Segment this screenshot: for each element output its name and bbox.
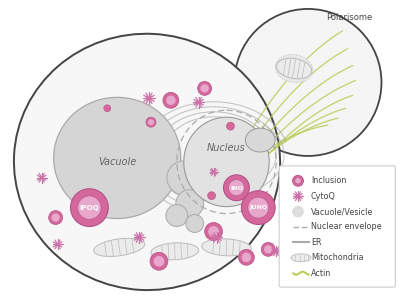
Ellipse shape — [291, 254, 311, 262]
Ellipse shape — [54, 97, 181, 219]
Circle shape — [186, 215, 204, 232]
Circle shape — [238, 249, 254, 265]
Text: Nuclear envelope: Nuclear envelope — [311, 222, 382, 231]
Circle shape — [163, 92, 179, 108]
Text: INQ: INQ — [230, 185, 243, 190]
Circle shape — [292, 206, 304, 217]
Circle shape — [205, 222, 222, 240]
Text: Mitochondria: Mitochondria — [311, 253, 364, 262]
Text: Actin: Actin — [311, 269, 331, 278]
Text: IPOQ: IPOQ — [80, 205, 99, 210]
Circle shape — [52, 213, 60, 222]
Circle shape — [198, 81, 212, 95]
Circle shape — [200, 84, 209, 93]
Text: CytoQ: CytoQ — [311, 192, 336, 201]
Circle shape — [166, 96, 176, 105]
Circle shape — [208, 192, 216, 200]
Text: Polarisome: Polarisome — [326, 13, 372, 22]
Circle shape — [148, 119, 154, 125]
Circle shape — [264, 245, 272, 254]
Circle shape — [78, 196, 101, 219]
Circle shape — [208, 226, 219, 237]
Ellipse shape — [234, 9, 382, 156]
Ellipse shape — [184, 117, 269, 207]
Ellipse shape — [202, 239, 251, 256]
Text: Nucleus: Nucleus — [207, 143, 246, 153]
Circle shape — [261, 242, 275, 256]
Ellipse shape — [276, 58, 312, 79]
Circle shape — [241, 191, 275, 225]
Ellipse shape — [151, 243, 199, 260]
Circle shape — [167, 161, 201, 195]
Text: Inclusion: Inclusion — [311, 176, 346, 185]
Text: Vacuole/Vesicle: Vacuole/Vesicle — [311, 207, 373, 216]
Ellipse shape — [275, 54, 313, 83]
Circle shape — [166, 205, 188, 226]
Circle shape — [146, 117, 156, 127]
Circle shape — [295, 178, 301, 184]
Circle shape — [248, 197, 269, 218]
FancyBboxPatch shape — [279, 166, 395, 287]
Ellipse shape — [245, 128, 275, 152]
Circle shape — [154, 256, 164, 267]
Text: ER: ER — [311, 238, 322, 247]
Circle shape — [228, 180, 244, 196]
Circle shape — [176, 190, 204, 218]
Circle shape — [242, 253, 251, 262]
Circle shape — [49, 210, 62, 225]
Ellipse shape — [14, 34, 280, 290]
Text: JUNQ: JUNQ — [249, 205, 267, 210]
Circle shape — [224, 175, 249, 201]
Circle shape — [104, 105, 111, 112]
Circle shape — [292, 175, 304, 186]
Circle shape — [226, 122, 234, 130]
Ellipse shape — [94, 238, 145, 257]
Circle shape — [150, 252, 168, 270]
Circle shape — [70, 189, 108, 226]
Text: Vacuole: Vacuole — [98, 157, 136, 167]
